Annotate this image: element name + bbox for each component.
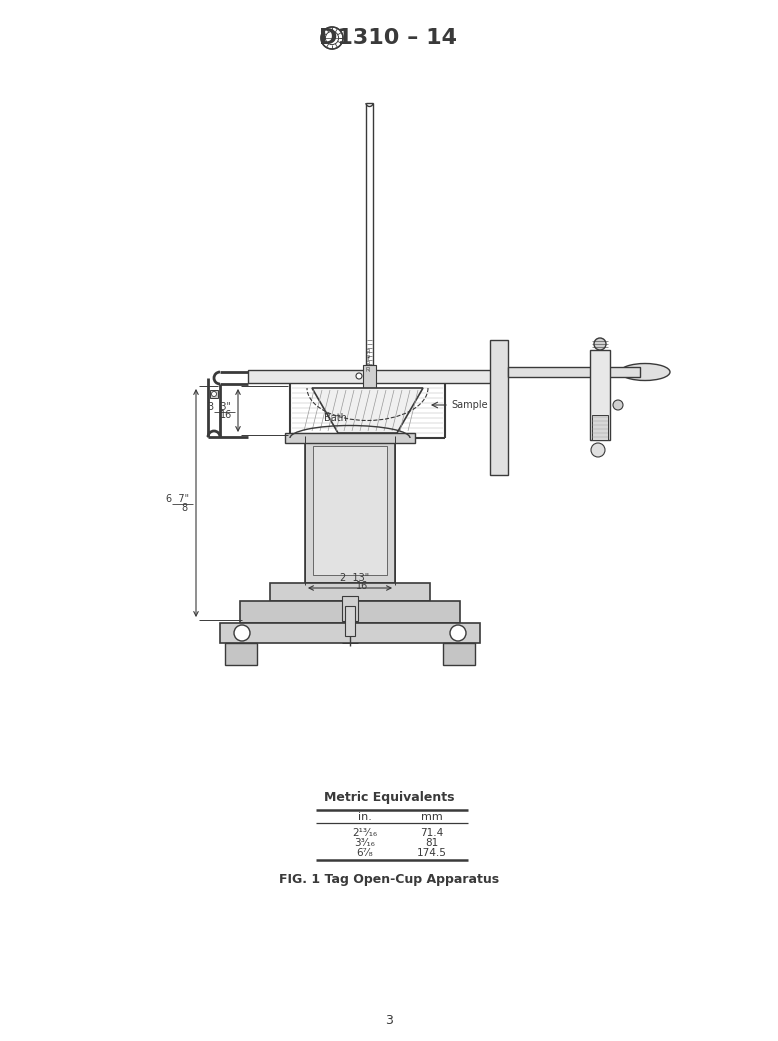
Bar <box>345 606 355 636</box>
Text: 81: 81 <box>426 838 439 848</box>
Bar <box>305 438 395 583</box>
Text: D1310 – 14: D1310 – 14 <box>319 28 457 48</box>
Bar <box>220 623 480 643</box>
Text: in.: in. <box>358 812 372 822</box>
Circle shape <box>212 391 216 397</box>
Ellipse shape <box>620 363 670 381</box>
Text: 6⁷⁄₈: 6⁷⁄₈ <box>356 848 373 858</box>
Text: Sample: Sample <box>451 400 488 410</box>
Text: 16: 16 <box>356 581 368 591</box>
Circle shape <box>450 625 466 641</box>
Bar <box>443 643 475 665</box>
Text: 40: 40 <box>367 353 372 359</box>
Bar <box>270 583 430 601</box>
Bar <box>592 415 608 440</box>
Bar <box>590 350 610 440</box>
Ellipse shape <box>414 607 436 617</box>
Text: 71.4: 71.4 <box>420 828 443 838</box>
Polygon shape <box>312 388 423 433</box>
Text: Metric Equivalents: Metric Equivalents <box>324 791 454 805</box>
Circle shape <box>356 373 362 379</box>
Text: 3³⁄₁₆: 3³⁄₁₆ <box>355 838 376 848</box>
Ellipse shape <box>264 607 286 617</box>
Circle shape <box>613 400 623 410</box>
Text: 30: 30 <box>367 359 372 365</box>
Circle shape <box>591 443 605 457</box>
Text: Bath: Bath <box>324 413 346 423</box>
Text: 50: 50 <box>367 347 372 353</box>
Text: 6  7": 6 7" <box>166 494 190 504</box>
Text: 2  13": 2 13" <box>340 573 370 583</box>
Bar <box>240 601 460 623</box>
Text: 3  3": 3 3" <box>209 402 232 411</box>
Bar <box>490 340 508 475</box>
Text: 174.5: 174.5 <box>417 848 447 858</box>
Bar <box>508 367 640 377</box>
Text: 8: 8 <box>181 503 187 513</box>
Circle shape <box>234 625 250 641</box>
Text: 20: 20 <box>367 365 372 372</box>
Bar <box>248 370 502 383</box>
Text: 3: 3 <box>385 1014 393 1026</box>
Bar <box>210 390 218 398</box>
Bar <box>285 433 415 443</box>
Text: 16: 16 <box>220 410 232 421</box>
Text: 2¹³⁄₁₆: 2¹³⁄₁₆ <box>352 828 377 838</box>
Text: mm: mm <box>421 812 443 822</box>
Bar <box>225 643 257 665</box>
Bar <box>313 446 387 575</box>
Circle shape <box>321 27 343 49</box>
Circle shape <box>594 338 606 350</box>
Bar <box>342 596 358 621</box>
Text: FIG. 1 Tag Open-Cup Apparatus: FIG. 1 Tag Open-Cup Apparatus <box>279 873 499 887</box>
Bar <box>363 365 376 388</box>
